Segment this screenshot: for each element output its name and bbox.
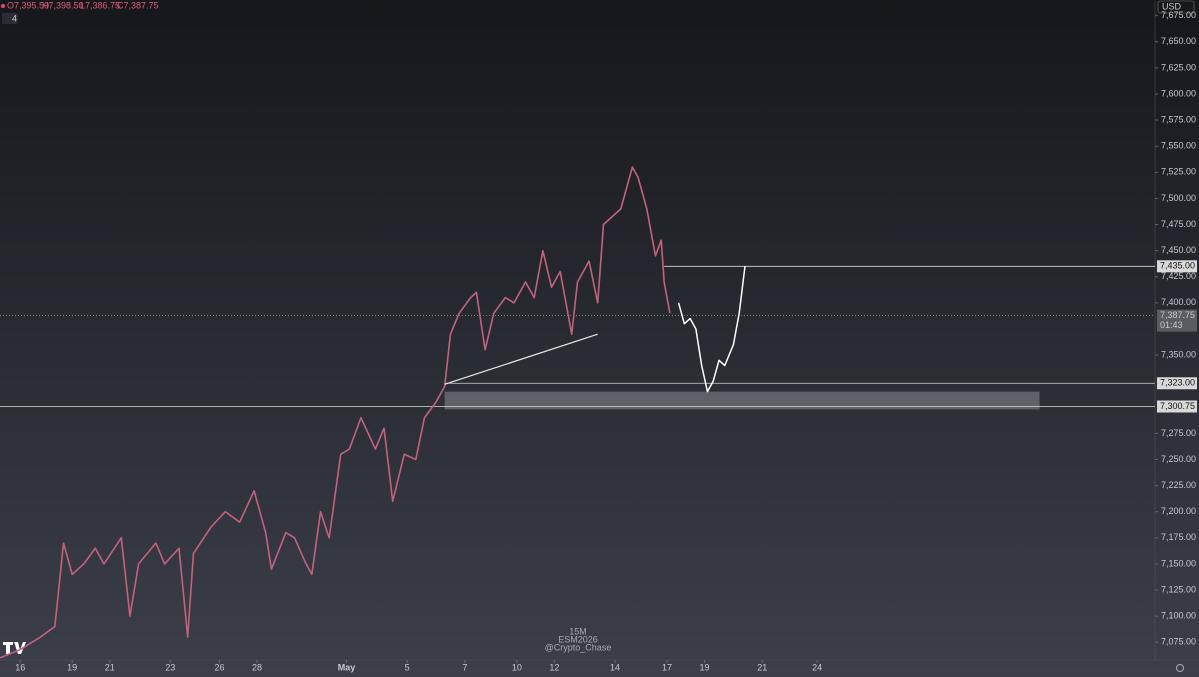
- watermark-interval: 15M: [569, 626, 587, 636]
- y-tick-label: 7,250.00: [1161, 454, 1196, 464]
- y-tick-label: 7,075.00: [1161, 637, 1196, 647]
- x-tick-label: 5: [405, 662, 410, 672]
- level-label: 7,300.75: [1160, 401, 1195, 411]
- y-tick-label: 7,400.00: [1161, 297, 1196, 307]
- x-tick-label: 7: [462, 662, 467, 672]
- x-tick-label: 16: [15, 662, 25, 672]
- x-tick-label: May: [338, 662, 356, 672]
- y-tick-label: 7,575.00: [1161, 114, 1196, 124]
- settings-icon[interactable]: [1176, 664, 1184, 672]
- watermark-author: @Crypto_Chase: [545, 642, 612, 652]
- y-tick-label: 7,525.00: [1161, 167, 1196, 177]
- projection-path: [677, 266, 746, 393]
- close: C7,387.75: [117, 0, 159, 10]
- y-tick-label: 7,675.00: [1161, 10, 1196, 20]
- indicator-count[interactable]: 4: [12, 13, 17, 23]
- x-tick-label: 21: [105, 662, 115, 672]
- low: L7,386.75: [80, 0, 120, 10]
- trendline: [444, 333, 598, 385]
- x-tick-label: 19: [700, 662, 710, 672]
- countdown: 01:43: [1160, 320, 1183, 330]
- y-tick-label: 7,125.00: [1161, 584, 1196, 594]
- indicator-toggle[interactable]: [2, 13, 18, 24]
- x-tick-label: 28: [252, 662, 262, 672]
- price-line: [0, 166, 671, 659]
- x-tick-label: 17: [662, 662, 672, 672]
- y-tick-label: 7,225.00: [1161, 480, 1196, 490]
- x-tick-label: 14: [610, 662, 620, 672]
- status-dot: [1, 4, 5, 8]
- x-tick-label: 12: [549, 662, 559, 672]
- ohlc-header: O7,395.50 H7,398.50 L7,386.75 C7,387.75: [1, 0, 159, 10]
- y-tick-label: 7,150.00: [1161, 558, 1196, 568]
- y-tick-label: 7,550.00: [1161, 141, 1196, 151]
- y-tick-label: 7,450.00: [1161, 245, 1196, 255]
- level-label: 7,435.00: [1160, 261, 1195, 271]
- y-tick-label: 7,475.00: [1161, 219, 1196, 229]
- demand-zone: [444, 391, 1040, 410]
- y-tick-label: 7,425.00: [1161, 271, 1196, 281]
- y-tick-label: 7,350.00: [1161, 349, 1196, 359]
- y-tick-label: 7,275.00: [1161, 428, 1196, 438]
- x-tick-label: 21: [757, 662, 767, 672]
- last-price-label: 7,387.75: [1160, 310, 1195, 320]
- open: O7,395.50: [7, 0, 49, 10]
- y-tick-label: 7,650.00: [1161, 36, 1196, 46]
- watermark-symbol: ESM2026: [558, 634, 598, 644]
- y-tick-label: 7,175.00: [1161, 532, 1196, 542]
- y-tick-label: 7,600.00: [1161, 88, 1196, 98]
- x-tick-label: 19: [67, 662, 77, 672]
- high: H7,398.50: [42, 0, 84, 10]
- level-label: 7,323.00: [1160, 378, 1195, 388]
- x-tick-label: 23: [165, 662, 175, 672]
- y-tick-label: 7,625.00: [1161, 62, 1196, 72]
- level-label-box: [1157, 260, 1197, 273]
- last-price-box: [1157, 309, 1197, 332]
- x-tick-label: 10: [512, 662, 522, 672]
- currency-box[interactable]: [1157, 0, 1195, 14]
- y-tick-label: 7,100.00: [1161, 611, 1196, 621]
- x-tick-label: 26: [214, 662, 224, 672]
- level-label-box: [1157, 400, 1197, 413]
- x-tick-label: 24: [812, 662, 822, 672]
- y-tick-label: 7,500.00: [1161, 193, 1196, 203]
- currency[interactable]: USD: [1162, 1, 1182, 11]
- level-label-box: [1157, 377, 1197, 390]
- y-tick-label: 7,200.00: [1161, 506, 1196, 516]
- logo: [3, 642, 26, 654]
